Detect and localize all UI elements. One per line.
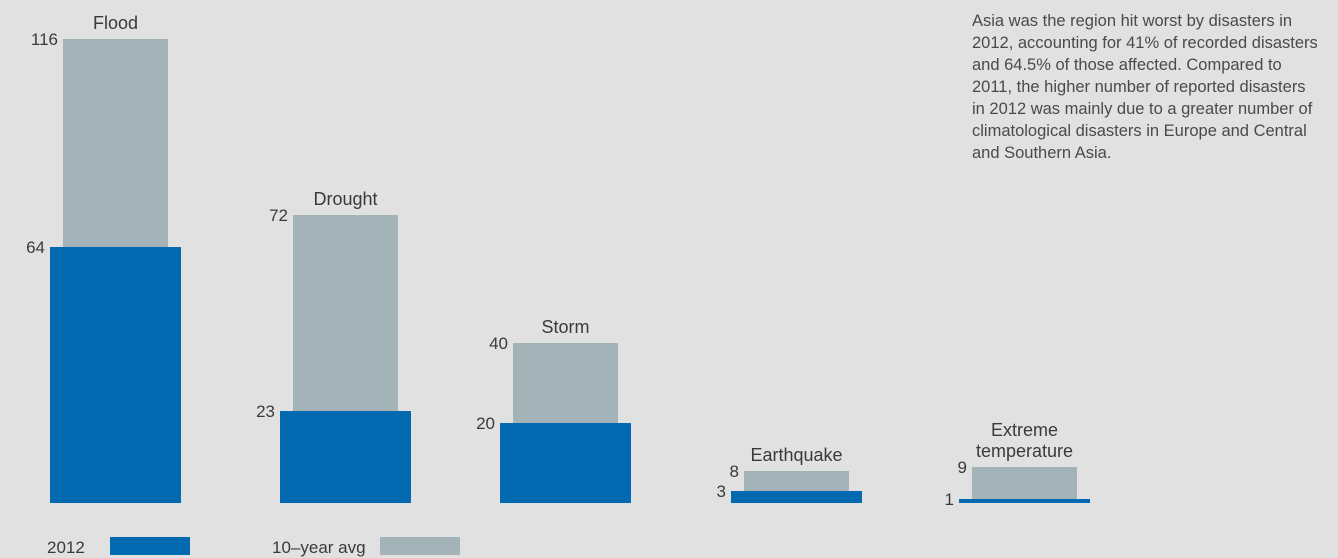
value-label-2012: 64 bbox=[26, 238, 45, 257]
category-label: temperature bbox=[976, 441, 1073, 461]
value-label-2012: 1 bbox=[945, 490, 954, 509]
bar-2012 bbox=[500, 423, 631, 503]
legend-swatch bbox=[380, 537, 460, 555]
value-label-2012: 3 bbox=[717, 482, 726, 501]
legend-swatch bbox=[110, 537, 190, 555]
bar-10yr-avg bbox=[972, 467, 1077, 503]
value-label-10yr-avg: 40 bbox=[489, 334, 508, 353]
annotation-text: Asia was the region hit worst by disaste… bbox=[972, 12, 1318, 162]
bar-2012 bbox=[731, 491, 862, 503]
value-label-10yr-avg: 72 bbox=[269, 206, 288, 225]
value-label-10yr-avg: 9 bbox=[958, 458, 967, 477]
value-label-2012: 20 bbox=[476, 414, 495, 433]
legend-label: 10–year avg bbox=[272, 538, 366, 557]
category-label: Storm bbox=[541, 317, 589, 337]
value-label-10yr-avg: 116 bbox=[31, 30, 58, 49]
category-label: Flood bbox=[93, 13, 138, 33]
bar-2012 bbox=[280, 411, 411, 503]
value-label-10yr-avg: 8 bbox=[730, 462, 739, 481]
category-label: Extreme bbox=[991, 420, 1058, 440]
bar-2012 bbox=[959, 499, 1090, 503]
value-label-2012: 23 bbox=[256, 402, 275, 421]
category-label: Drought bbox=[313, 189, 377, 209]
bar-2012 bbox=[50, 247, 181, 503]
legend-label: 2012 bbox=[47, 538, 85, 557]
category-label: Earthquake bbox=[750, 445, 842, 465]
